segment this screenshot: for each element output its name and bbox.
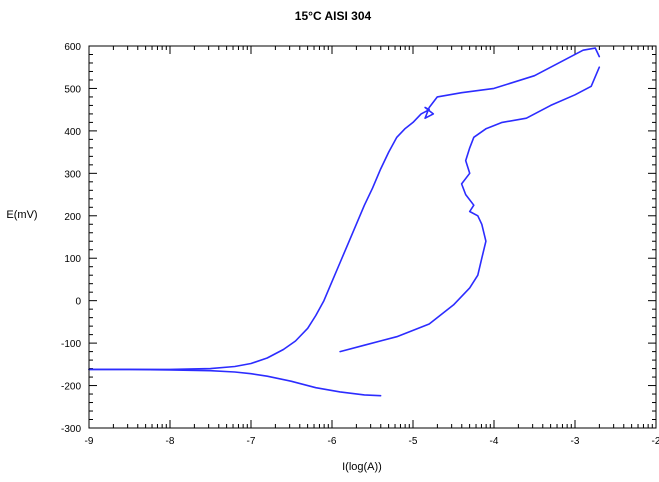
chart-title: 15°C AISI 304 bbox=[295, 9, 372, 23]
series-line-1 bbox=[339, 66, 601, 353]
x-tick-label: -2 bbox=[652, 436, 659, 447]
y-tick-label: -200 bbox=[61, 382, 81, 393]
x-tick-label: -6 bbox=[328, 436, 337, 447]
plot-frame bbox=[88, 45, 657, 429]
y-tick-label: 300 bbox=[64, 169, 81, 180]
y-tick-label: 500 bbox=[64, 84, 81, 95]
x-tick-label: -5 bbox=[409, 436, 418, 447]
y-tick-label: -300 bbox=[61, 424, 81, 435]
x-tick-label: -3 bbox=[571, 436, 580, 447]
y-tick-label: 600 bbox=[64, 42, 81, 53]
y-axis-label: E(mV) bbox=[6, 209, 37, 221]
y-tick-label: 200 bbox=[64, 212, 81, 223]
axis-tick-labels: -9 -8 -7 -6 -5 -4 -3 -2 -300 -200 -100 0 100 200 300 40… bbox=[61, 42, 659, 447]
y-tick-label: 100 bbox=[64, 254, 81, 265]
series-line-2 bbox=[88, 368, 382, 397]
x-tick-label: -4 bbox=[490, 436, 499, 447]
x-tick-label: -7 bbox=[247, 436, 256, 447]
y-tick-label: -100 bbox=[61, 339, 81, 350]
x-axis-label: I(log(A)) bbox=[342, 461, 382, 473]
data-series bbox=[88, 47, 601, 397]
series-line-0 bbox=[88, 47, 601, 371]
x-tick-label: -8 bbox=[166, 436, 175, 447]
axis-ticks bbox=[88, 45, 657, 429]
y-tick-label: 0 bbox=[75, 297, 81, 308]
x-tick-label: -9 bbox=[85, 436, 94, 447]
y-tick-label: 400 bbox=[64, 127, 81, 138]
